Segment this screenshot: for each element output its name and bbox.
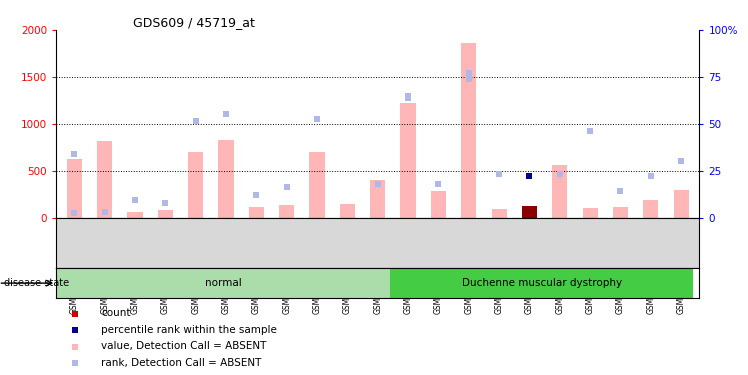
Bar xyxy=(127,212,143,217)
Bar xyxy=(583,208,598,218)
Bar xyxy=(56,268,390,298)
Bar xyxy=(158,210,173,218)
Bar xyxy=(552,165,568,218)
Bar xyxy=(67,159,82,218)
Text: percentile rank within the sample: percentile rank within the sample xyxy=(101,325,277,335)
Bar xyxy=(643,200,658,217)
Text: GDS609 / 45719_at: GDS609 / 45719_at xyxy=(133,16,255,29)
Bar xyxy=(390,268,693,298)
Bar xyxy=(370,180,385,218)
Text: rank, Detection Call = ABSENT: rank, Detection Call = ABSENT xyxy=(101,358,262,368)
Text: value, Detection Call = ABSENT: value, Detection Call = ABSENT xyxy=(101,342,266,351)
Bar xyxy=(613,207,628,218)
Text: normal: normal xyxy=(205,278,242,288)
Bar xyxy=(431,191,446,217)
Bar xyxy=(674,190,689,217)
Text: Duchenne muscular dystrophy: Duchenne muscular dystrophy xyxy=(462,278,622,288)
Bar xyxy=(310,152,325,217)
Bar xyxy=(462,43,476,218)
Text: disease state: disease state xyxy=(4,278,69,288)
Bar xyxy=(97,141,112,218)
Bar xyxy=(491,209,506,218)
Bar xyxy=(218,140,233,218)
Bar xyxy=(249,207,264,218)
Bar xyxy=(400,103,416,218)
Bar xyxy=(340,204,355,218)
Bar xyxy=(522,206,537,218)
Text: count: count xyxy=(101,309,131,318)
Bar xyxy=(188,152,203,217)
Bar xyxy=(279,206,294,218)
